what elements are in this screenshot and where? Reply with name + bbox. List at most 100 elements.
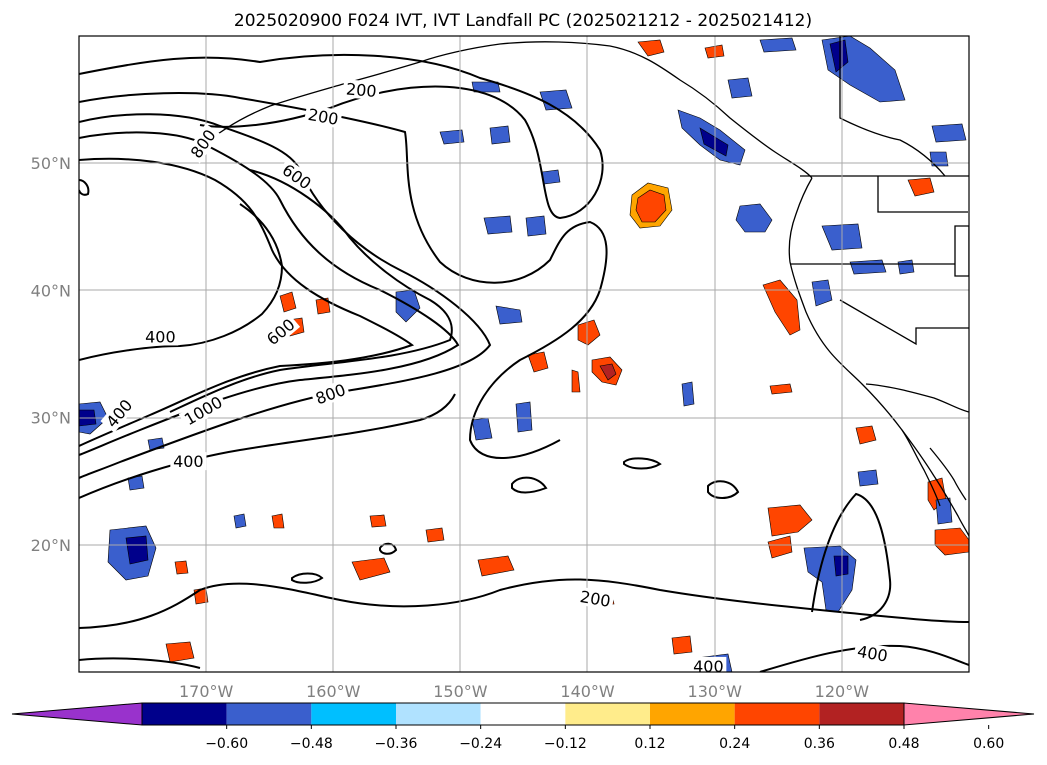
pc-positive-patch [599, 363, 617, 381]
pc-negative-patch [489, 125, 511, 145]
contour-label: 400 [173, 452, 204, 471]
colorbar-segment [565, 703, 650, 725]
ivt-contour-small-loop [291, 572, 324, 584]
colorbar-tick-label: 0.60 [973, 736, 1004, 752]
pc-negative-patch [439, 129, 465, 145]
pc-positive-patch [279, 291, 297, 313]
ivt-contour-400-sw [79, 657, 201, 669]
pc-positive-patch [369, 514, 387, 528]
pc-positive-patch [907, 177, 935, 197]
ivt-contour-200-coast [811, 492, 892, 621]
colorbar: −0.60 −0.48 −0.36 −0.24 −0.12 0.12 0.24 0.36 0.4… [11, 702, 1035, 752]
pc-positive-patch [174, 560, 189, 575]
gulf-of-california [929, 447, 967, 501]
pc-positive-patch [855, 425, 877, 445]
canada-province-border [839, 36, 946, 177]
pc-positive-patch [577, 319, 601, 346]
pc-positive-patch [425, 527, 445, 543]
contour-label-bg [100, 393, 138, 433]
pc-negative-patch [699, 127, 729, 157]
contour-label-bg [690, 656, 727, 672]
contour-label-bg [142, 327, 179, 346]
ivt-contour-small-loop [511, 476, 548, 494]
colorbar-tick-label: 0.36 [804, 736, 835, 752]
contour-label-bg [310, 379, 351, 409]
contour-label: 200 [345, 79, 377, 101]
ivt-contour-400-south [79, 393, 456, 499]
colorbar-segment [311, 703, 396, 725]
pc-negative-patch [525, 215, 547, 237]
colorbar-segment [142, 703, 227, 725]
contour-label-bg [178, 391, 228, 430]
colorbar-segment [396, 703, 481, 725]
pc-negative-patch [929, 151, 949, 167]
alaska-coast [209, 41, 813, 179]
contour-label-group: 400 [853, 641, 892, 666]
pc-negative-patch [681, 381, 695, 407]
colorbar-extend-max [903, 702, 1035, 726]
us-state-border [839, 299, 969, 346]
colorbar-tick-label: −0.48 [290, 736, 333, 752]
pc-positive-patch [165, 641, 195, 663]
colorbar-segment [226, 703, 312, 725]
ivt-contour-400-se [759, 644, 969, 672]
colorbar-segment [734, 703, 820, 725]
coastlines [209, 36, 969, 537]
pc-negative-patch [759, 37, 797, 53]
ivt-contour-small-loop [707, 480, 740, 499]
pc-negative-patch [233, 513, 247, 529]
contour-label-bg [260, 313, 301, 351]
ivt-contour-small-loop [623, 457, 662, 470]
pc-positive-patch [351, 557, 391, 581]
contour-label-bg [853, 641, 892, 666]
us-state-border [877, 176, 968, 213]
contour-label-group: 200 [576, 586, 615, 611]
lat-tick-label: 30°N [31, 409, 71, 428]
contour-label-bg [342, 79, 381, 101]
contour-label-group: 400 [170, 452, 207, 471]
pc-negative-patch [727, 77, 753, 99]
baja-peninsula [901, 429, 941, 507]
pc-negative-patch [125, 535, 149, 565]
graticule [79, 36, 969, 672]
colorbar-tick-label: 0.48 [888, 736, 919, 752]
contour-label-bg [277, 158, 317, 195]
colorbar-tick-label: −0.24 [459, 736, 502, 752]
us-state-border [954, 225, 969, 277]
lon-tick-label: 130°W [688, 682, 743, 701]
contour-label-group: 400 [690, 656, 727, 672]
lon-tick-label: 140°W [560, 682, 615, 701]
pc-positive-patch [477, 555, 515, 577]
na-west-coast [788, 177, 969, 537]
pc-negative-patch [849, 259, 887, 275]
lat-tick-label: 40°N [31, 281, 71, 300]
colorbar-tick-label: −0.60 [205, 736, 248, 752]
lon-tick-label: 160°W [306, 682, 361, 701]
lon-tick-label: 120°W [815, 682, 870, 701]
pc-negative-patch [541, 169, 561, 185]
contour-label-group: 400 [142, 327, 179, 346]
contour-label-bg [576, 586, 615, 611]
pc-positive-patch [762, 279, 801, 336]
pc-positive-patch [769, 383, 793, 395]
pc-negative-patch [811, 279, 833, 307]
ivt-contour-small-loop [379, 542, 398, 555]
lon-tick-label: 170°W [179, 682, 234, 701]
ivt-contour-1000 [79, 157, 415, 447]
pc-negative-patch [897, 259, 915, 275]
contour-label-bg [170, 452, 207, 471]
colorbar-tick-label: −0.36 [375, 736, 418, 752]
ivt-contour-outer-loop [79, 92, 608, 459]
pc-negative-patch [857, 469, 879, 487]
pc-positive-patch [671, 635, 693, 655]
pc-negative-patch [931, 123, 967, 143]
colorbar-segment [650, 703, 735, 725]
colorbar-tick-label: −0.12 [544, 736, 587, 752]
map-title: 2025020900 F024 IVT, IVT Landfall PC (20… [234, 11, 812, 31]
us-mexico-border [865, 383, 969, 413]
ivt-contour-small-loop [79, 179, 90, 196]
ivt-contour-600 [169, 169, 453, 413]
colorbar-tick-label: 0.12 [634, 736, 665, 752]
contour-label-group: 200 [342, 79, 381, 101]
